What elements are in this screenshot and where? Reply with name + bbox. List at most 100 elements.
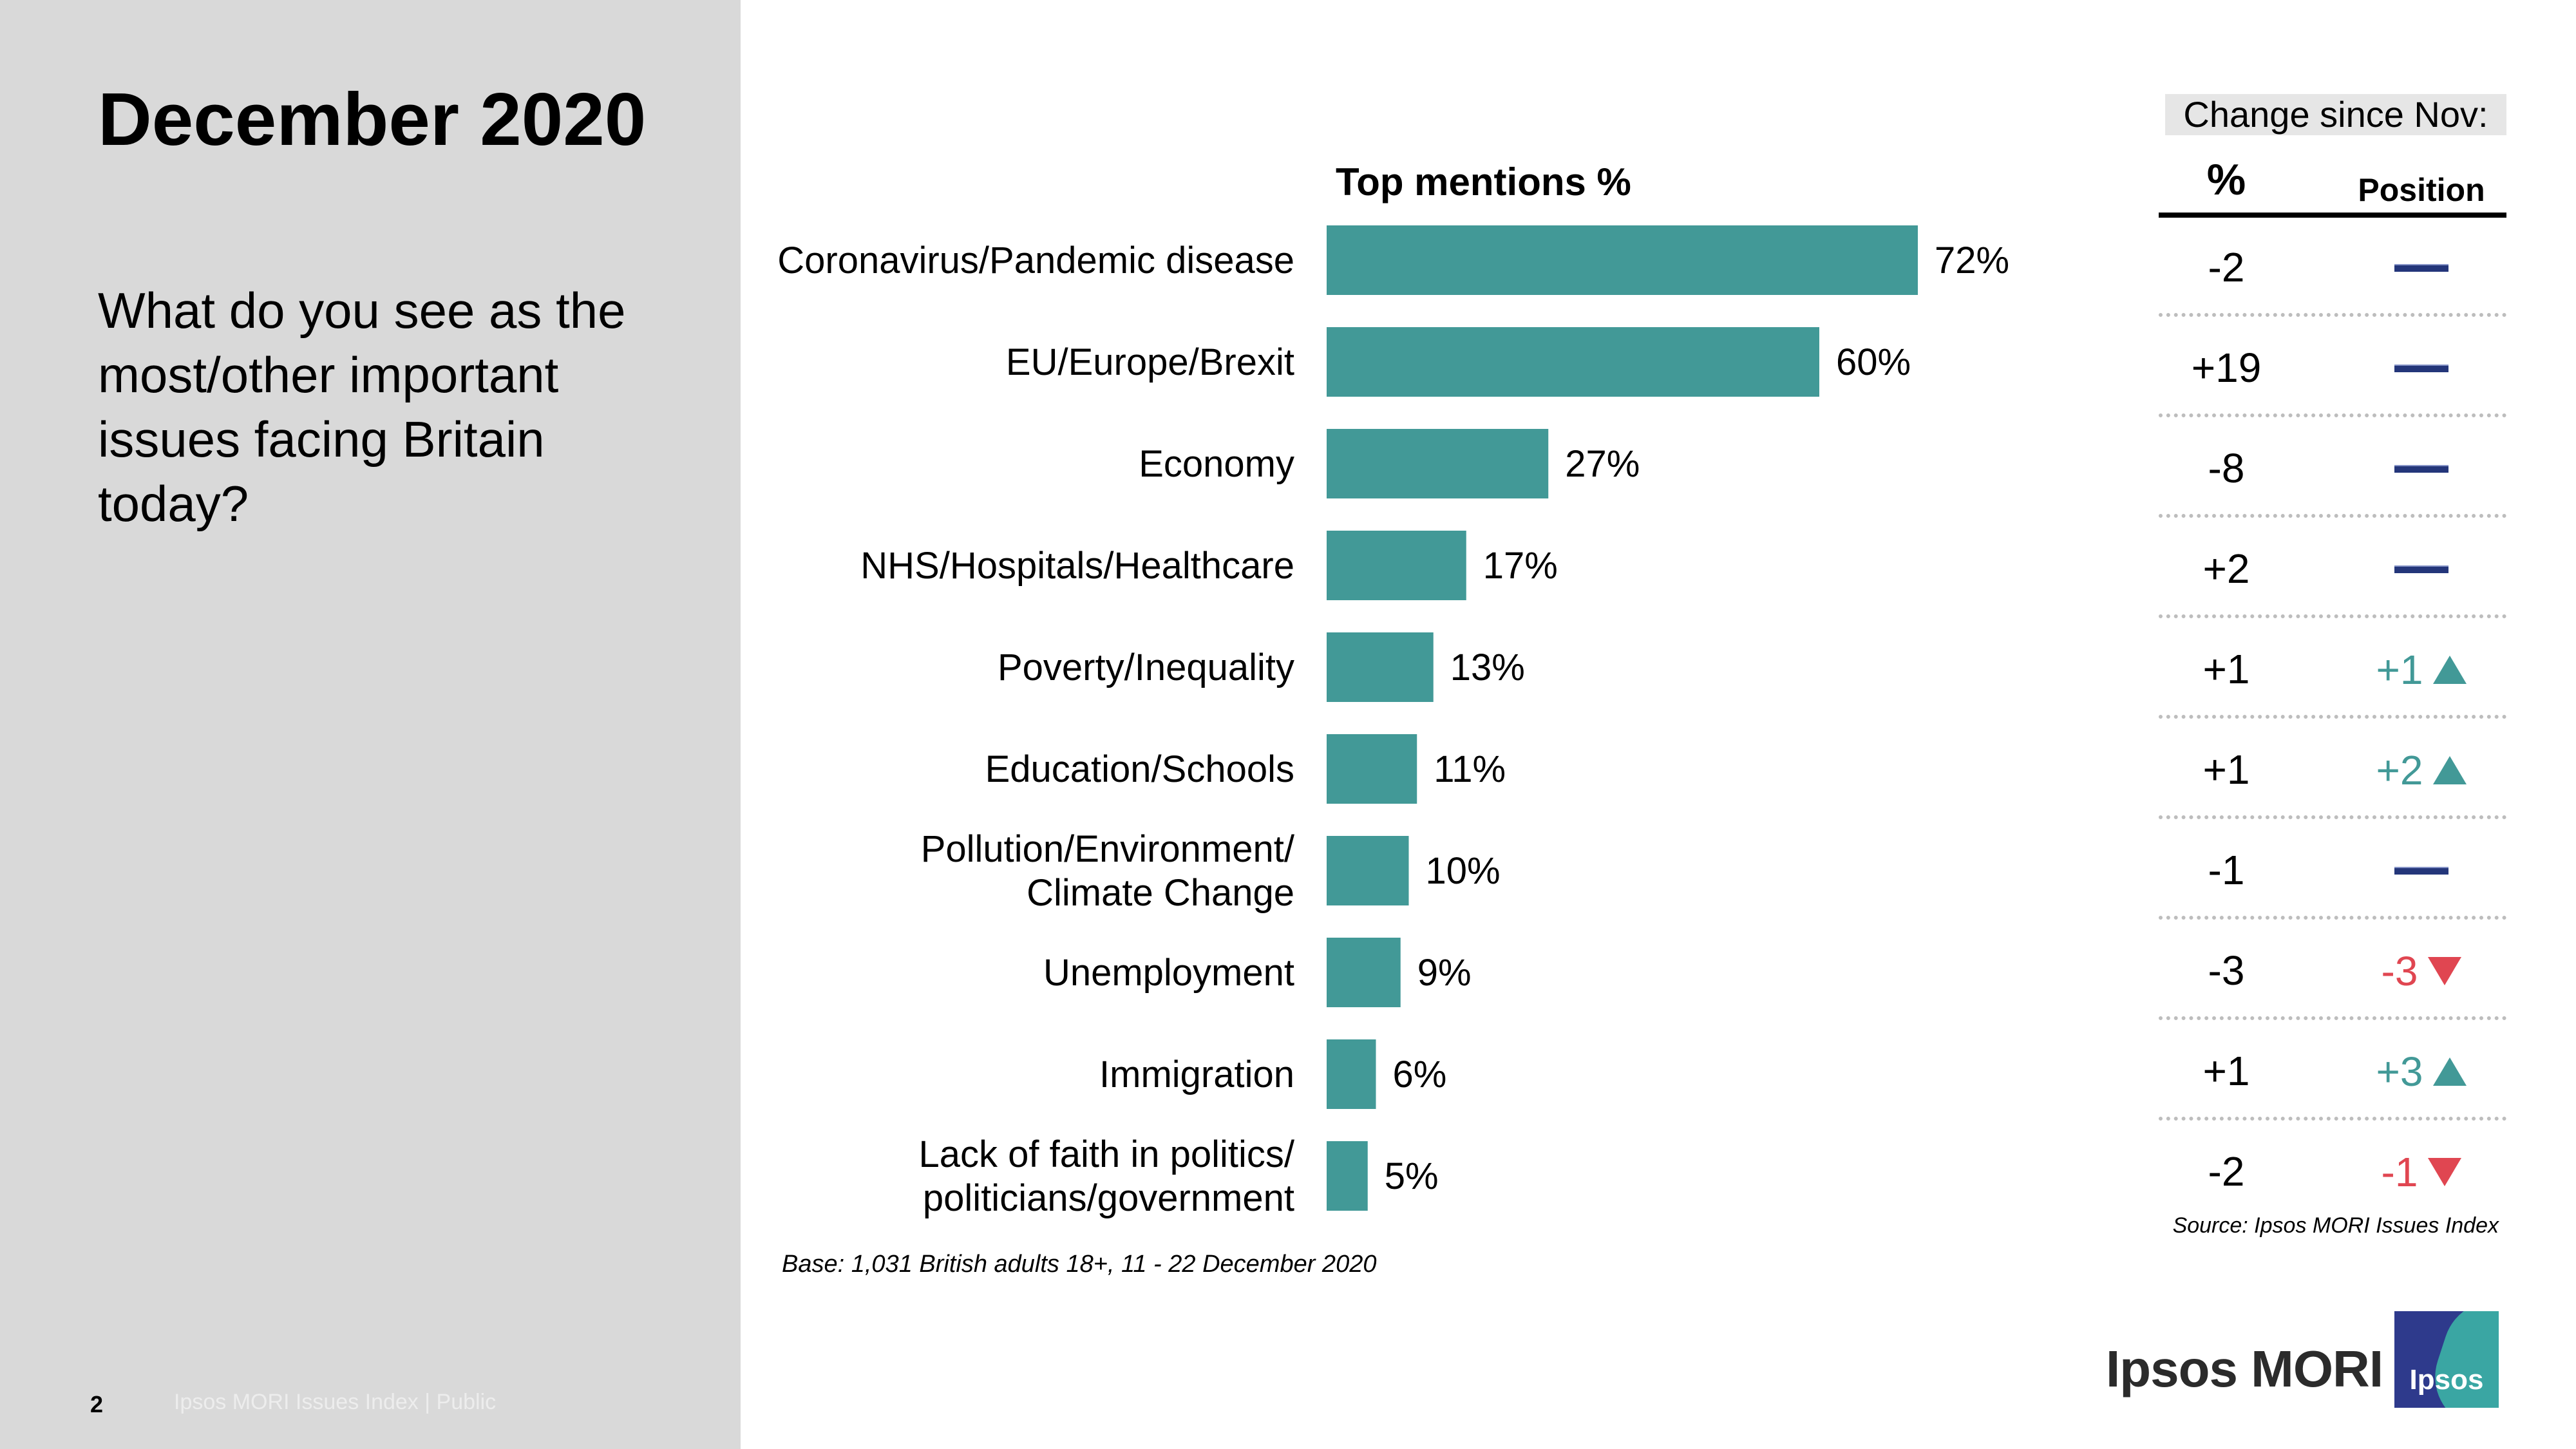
- value-label: 9%: [1417, 952, 1472, 994]
- no-change-dash-icon: [2394, 264, 2448, 272]
- row-divider: [2159, 715, 2506, 719]
- bar: [1327, 632, 1434, 702]
- category-label: Pollution/Environment/Climate Change: [921, 828, 1295, 914]
- category-label-line: Pollution/Environment/: [921, 828, 1295, 870]
- value-label: 11%: [1434, 748, 1506, 790]
- position-change-value: +2: [2376, 747, 2423, 793]
- left-panel: December 2020 What do you see as the mos…: [0, 0, 741, 1449]
- no-change-dash-icon: [2394, 365, 2448, 372]
- row-divider: [2159, 413, 2506, 417]
- position-change: [2344, 544, 2499, 595]
- position-change: [2344, 343, 2499, 394]
- change-since-header: Change since Nov:: [2165, 94, 2506, 135]
- pct-change-value: +1: [2202, 646, 2250, 692]
- survey-question: What do you see as the most/other import…: [98, 282, 626, 532]
- position-change: [2344, 443, 2499, 495]
- bar: [1327, 836, 1409, 905]
- source-note: Source: Ipsos MORI Issues Index: [2172, 1213, 2499, 1238]
- bar: [1327, 225, 1918, 295]
- category-label: Unemployment: [1043, 952, 1294, 994]
- no-change-dash-icon: [2394, 867, 2448, 875]
- category-label-line: Coronavirus/Pandemic disease: [777, 240, 1294, 281]
- bar: [1327, 429, 1549, 498]
- category-label: Poverty/Inequality: [998, 647, 1294, 688]
- arrow-up-icon: [2433, 1057, 2467, 1086]
- position-change: -1: [2344, 1146, 2499, 1198]
- pct-change-value: -8: [2208, 445, 2245, 491]
- value-label: 27%: [1565, 443, 1640, 485]
- category-label: EU/Europe/Brexit: [1006, 341, 1294, 383]
- value-label: 10%: [1426, 850, 1501, 892]
- bar: [1327, 1039, 1376, 1109]
- pct-change-value: -3: [2208, 947, 2245, 994]
- position-change: +1: [2344, 644, 2499, 696]
- position-column-header: Position: [2358, 172, 2485, 208]
- chart-title: Top mentions %: [1336, 160, 1631, 204]
- category-label-line: Education/Schools: [985, 748, 1294, 790]
- pct-change-value: -1: [2208, 847, 2245, 893]
- category-label-line: NHS/Hospitals/Healthcare: [860, 545, 1294, 587]
- pct-change-value: -2: [2208, 244, 2245, 290]
- category-label: Education/Schools: [985, 748, 1294, 790]
- value-label: 17%: [1483, 545, 1558, 587]
- category-label-line: Poverty/Inequality: [998, 647, 1294, 688]
- pct-change-value: +2: [2202, 545, 2250, 592]
- no-change-dash-icon: [2394, 565, 2448, 573]
- position-change-value: +1: [2376, 647, 2423, 693]
- ipsos-logo-icon: Ipsos: [2394, 1311, 2499, 1408]
- bar: [1327, 938, 1401, 1007]
- category-label: Coronavirus/Pandemic disease: [777, 240, 1294, 281]
- category-label-line: Lack of faith in politics/: [918, 1133, 1294, 1175]
- value-label: 5%: [1385, 1155, 1439, 1197]
- brand-wordmark: Ipsos MORI: [2106, 1340, 2383, 1397]
- row-divider: [2159, 1016, 2506, 1020]
- position-change: [2344, 242, 2499, 294]
- pct-change-value: +19: [2191, 345, 2262, 391]
- base-note: Base: 1,031 British adults 18+, 11 - 22 …: [782, 1251, 1377, 1278]
- category-label: Immigration: [1099, 1054, 1294, 1095]
- value-label: 6%: [1393, 1054, 1447, 1095]
- bar: [1327, 531, 1466, 600]
- position-change: +2: [2344, 744, 2499, 796]
- row-divider: [2159, 614, 2506, 618]
- slide-title: December 2020: [98, 77, 647, 161]
- footer-text: Ipsos MORI Issues Index | Public: [174, 1390, 497, 1414]
- row-divider: [2159, 815, 2506, 819]
- arrow-down-icon: [2428, 1158, 2462, 1186]
- category-label-line: Economy: [1139, 443, 1294, 485]
- header-rule: [2159, 213, 2506, 218]
- page-number: 2: [90, 1391, 104, 1417]
- row-divider: [2159, 916, 2506, 920]
- position-change-value: -1: [2381, 1149, 2418, 1195]
- value-label: 13%: [1450, 647, 1525, 688]
- position-change: [2344, 845, 2499, 896]
- position-change: +3: [2344, 1046, 2499, 1097]
- bar: [1327, 734, 1417, 804]
- row-divider: [2159, 313, 2506, 317]
- bar: [1327, 1141, 1368, 1211]
- arrow-down-icon: [2428, 957, 2462, 985]
- category-label: Economy: [1139, 443, 1294, 485]
- pct-change-value: +1: [2202, 1048, 2250, 1094]
- category-label-line: politicians/government: [923, 1177, 1294, 1219]
- pct-change-column-header: %: [2206, 155, 2246, 204]
- position-change-value: -3: [2381, 948, 2418, 994]
- position-change-value: +3: [2376, 1048, 2423, 1095]
- no-change-dash-icon: [2394, 465, 2448, 473]
- category-label-line: EU/Europe/Brexit: [1006, 341, 1294, 383]
- category-label: NHS/Hospitals/Healthcare: [860, 545, 1294, 587]
- value-label: 60%: [1836, 341, 1911, 383]
- arrow-up-icon: [2433, 656, 2467, 684]
- row-divider: [2159, 1117, 2506, 1121]
- category-label: Lack of faith in politics/politicians/go…: [918, 1133, 1294, 1219]
- category-label-line: Immigration: [1099, 1054, 1294, 1095]
- arrow-up-icon: [2433, 756, 2467, 784]
- category-label-line: Unemployment: [1043, 952, 1294, 994]
- logo-text: Ipsos: [2409, 1364, 2484, 1396]
- value-label: 72%: [1935, 240, 2009, 281]
- bar: [1327, 327, 1819, 397]
- pct-change-value: +1: [2202, 746, 2250, 793]
- category-label-line: Climate Change: [1027, 872, 1294, 914]
- pct-change-value: -2: [2208, 1148, 2245, 1195]
